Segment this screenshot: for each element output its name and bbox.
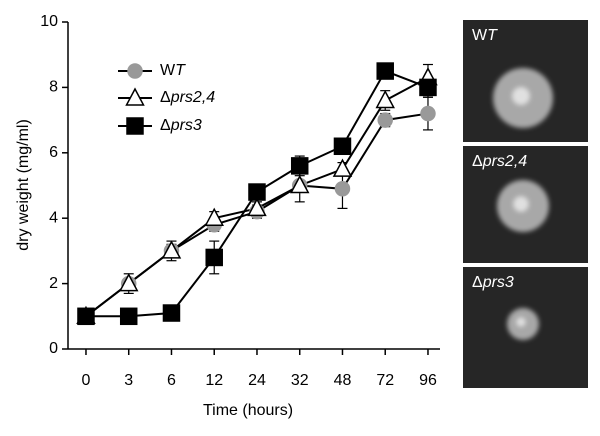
data-point [77, 307, 95, 326]
x-tick-label: 48 [334, 372, 352, 389]
x-tick-label: 12 [205, 372, 223, 389]
data-point [375, 89, 395, 109]
data-point [332, 158, 353, 177]
colony-core [516, 317, 526, 327]
data-point [161, 240, 182, 259]
y-tick-label: 8 [49, 79, 58, 96]
y-tick-label: 0 [49, 340, 58, 357]
x-tick-label: 72 [376, 372, 394, 389]
data-point [376, 62, 394, 80]
x-axis-label: Time (hours) [203, 402, 293, 419]
x-tick-label: 24 [248, 372, 266, 389]
y-axis-label: dry weight (mg/ml) [15, 119, 32, 251]
x-tick-label: 3 [124, 372, 133, 389]
data-point [334, 181, 351, 197]
colony-core [513, 196, 529, 212]
data-point [119, 307, 138, 326]
x-tick-label: 96 [419, 372, 437, 389]
panel-label: Δprs2,4 [472, 153, 527, 170]
x-tick-label: 0 [82, 372, 91, 389]
data-point [162, 304, 181, 322]
data-point [204, 207, 224, 226]
data-point [118, 273, 139, 292]
data-point [419, 78, 437, 97]
y-tick-label: 2 [49, 275, 58, 292]
data-point [290, 157, 309, 175]
legend-marker [126, 117, 144, 135]
data-point [247, 197, 267, 217]
y-tick-label: 6 [49, 144, 58, 161]
legend-label: Δprs2,4 [160, 89, 215, 106]
image-panel: WT [463, 20, 588, 142]
legend-marker [127, 63, 143, 79]
data-point [377, 112, 393, 128]
x-tick-label: 32 [291, 372, 309, 389]
x-tick-label: 6 [167, 372, 176, 389]
data-point [420, 105, 436, 122]
panel-label: WT [472, 27, 498, 44]
data-point [333, 137, 352, 156]
legend-label: Δprs3 [160, 117, 202, 134]
image-panel: Δprs3 [463, 267, 588, 388]
y-tick-label: 10 [40, 13, 58, 30]
image-panel: Δprs2,4 [463, 146, 588, 263]
data-point [289, 174, 310, 194]
panel-label: Δprs3 [472, 274, 514, 291]
data-point [205, 248, 223, 267]
legend-marker [125, 87, 145, 106]
y-tick-label: 4 [49, 209, 58, 226]
legend-label: WT [160, 62, 186, 79]
colony-core [512, 87, 530, 105]
data-point [248, 183, 266, 201]
